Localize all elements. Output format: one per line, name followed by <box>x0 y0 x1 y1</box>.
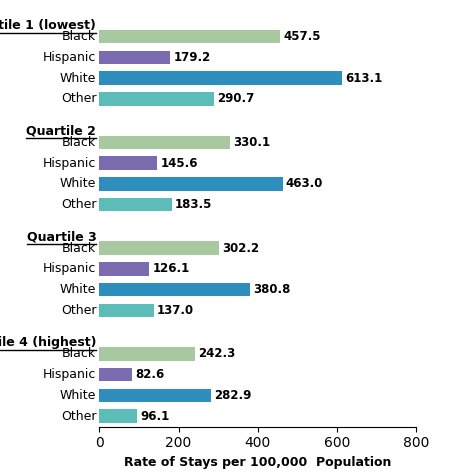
Text: Black: Black <box>62 242 96 255</box>
Text: 457.5: 457.5 <box>283 30 320 43</box>
Bar <box>99 156 156 170</box>
Text: Hispanic: Hispanic <box>43 156 96 170</box>
Text: Hispanic: Hispanic <box>43 51 96 64</box>
Bar <box>99 304 153 317</box>
Text: Black: Black <box>62 347 96 361</box>
Text: Black: Black <box>62 30 96 43</box>
Bar <box>99 92 214 106</box>
Text: Hispanic: Hispanic <box>43 263 96 275</box>
Text: 380.8: 380.8 <box>253 283 290 296</box>
Text: Hispanic: Hispanic <box>43 368 96 381</box>
Text: 179.2: 179.2 <box>173 51 210 64</box>
Text: Other: Other <box>60 304 96 317</box>
Text: 613.1: 613.1 <box>344 72 382 84</box>
Bar <box>99 72 341 85</box>
Text: 330.1: 330.1 <box>233 136 270 149</box>
Text: Other: Other <box>60 92 96 105</box>
Text: White: White <box>60 283 96 296</box>
Text: Black: Black <box>62 136 96 149</box>
Text: Quartile 1 (lowest): Quartile 1 (lowest) <box>0 18 96 32</box>
Bar <box>99 283 249 296</box>
Text: 183.5: 183.5 <box>175 198 212 211</box>
Text: Quartile 2: Quartile 2 <box>26 125 96 137</box>
Text: White: White <box>60 72 96 84</box>
Text: 145.6: 145.6 <box>160 156 197 170</box>
Text: 290.7: 290.7 <box>217 92 254 105</box>
Bar <box>99 410 137 423</box>
Bar <box>99 347 195 361</box>
Bar <box>99 262 149 276</box>
Bar <box>99 51 170 64</box>
Text: 126.1: 126.1 <box>152 263 189 275</box>
Text: White: White <box>60 389 96 402</box>
Text: Quartile 4 (highest): Quartile 4 (highest) <box>0 336 96 349</box>
Bar <box>99 136 230 149</box>
Text: 282.9: 282.9 <box>214 389 251 402</box>
X-axis label: Rate of Stays per 100,000  Population: Rate of Stays per 100,000 Population <box>124 456 391 469</box>
Text: Other: Other <box>60 198 96 211</box>
Text: 302.2: 302.2 <box>221 242 259 255</box>
Text: 96.1: 96.1 <box>140 410 170 423</box>
Text: White: White <box>60 177 96 191</box>
Text: 463.0: 463.0 <box>285 177 322 191</box>
Bar <box>99 198 172 211</box>
Text: 242.3: 242.3 <box>198 347 235 361</box>
Bar <box>99 389 211 402</box>
Text: 137.0: 137.0 <box>156 304 193 317</box>
Text: Other: Other <box>60 410 96 423</box>
Bar <box>99 241 218 255</box>
Bar <box>99 30 280 43</box>
Bar <box>99 368 132 382</box>
Text: 82.6: 82.6 <box>135 368 164 381</box>
Text: Quartile 3: Quartile 3 <box>27 230 96 243</box>
Bar <box>99 177 282 191</box>
